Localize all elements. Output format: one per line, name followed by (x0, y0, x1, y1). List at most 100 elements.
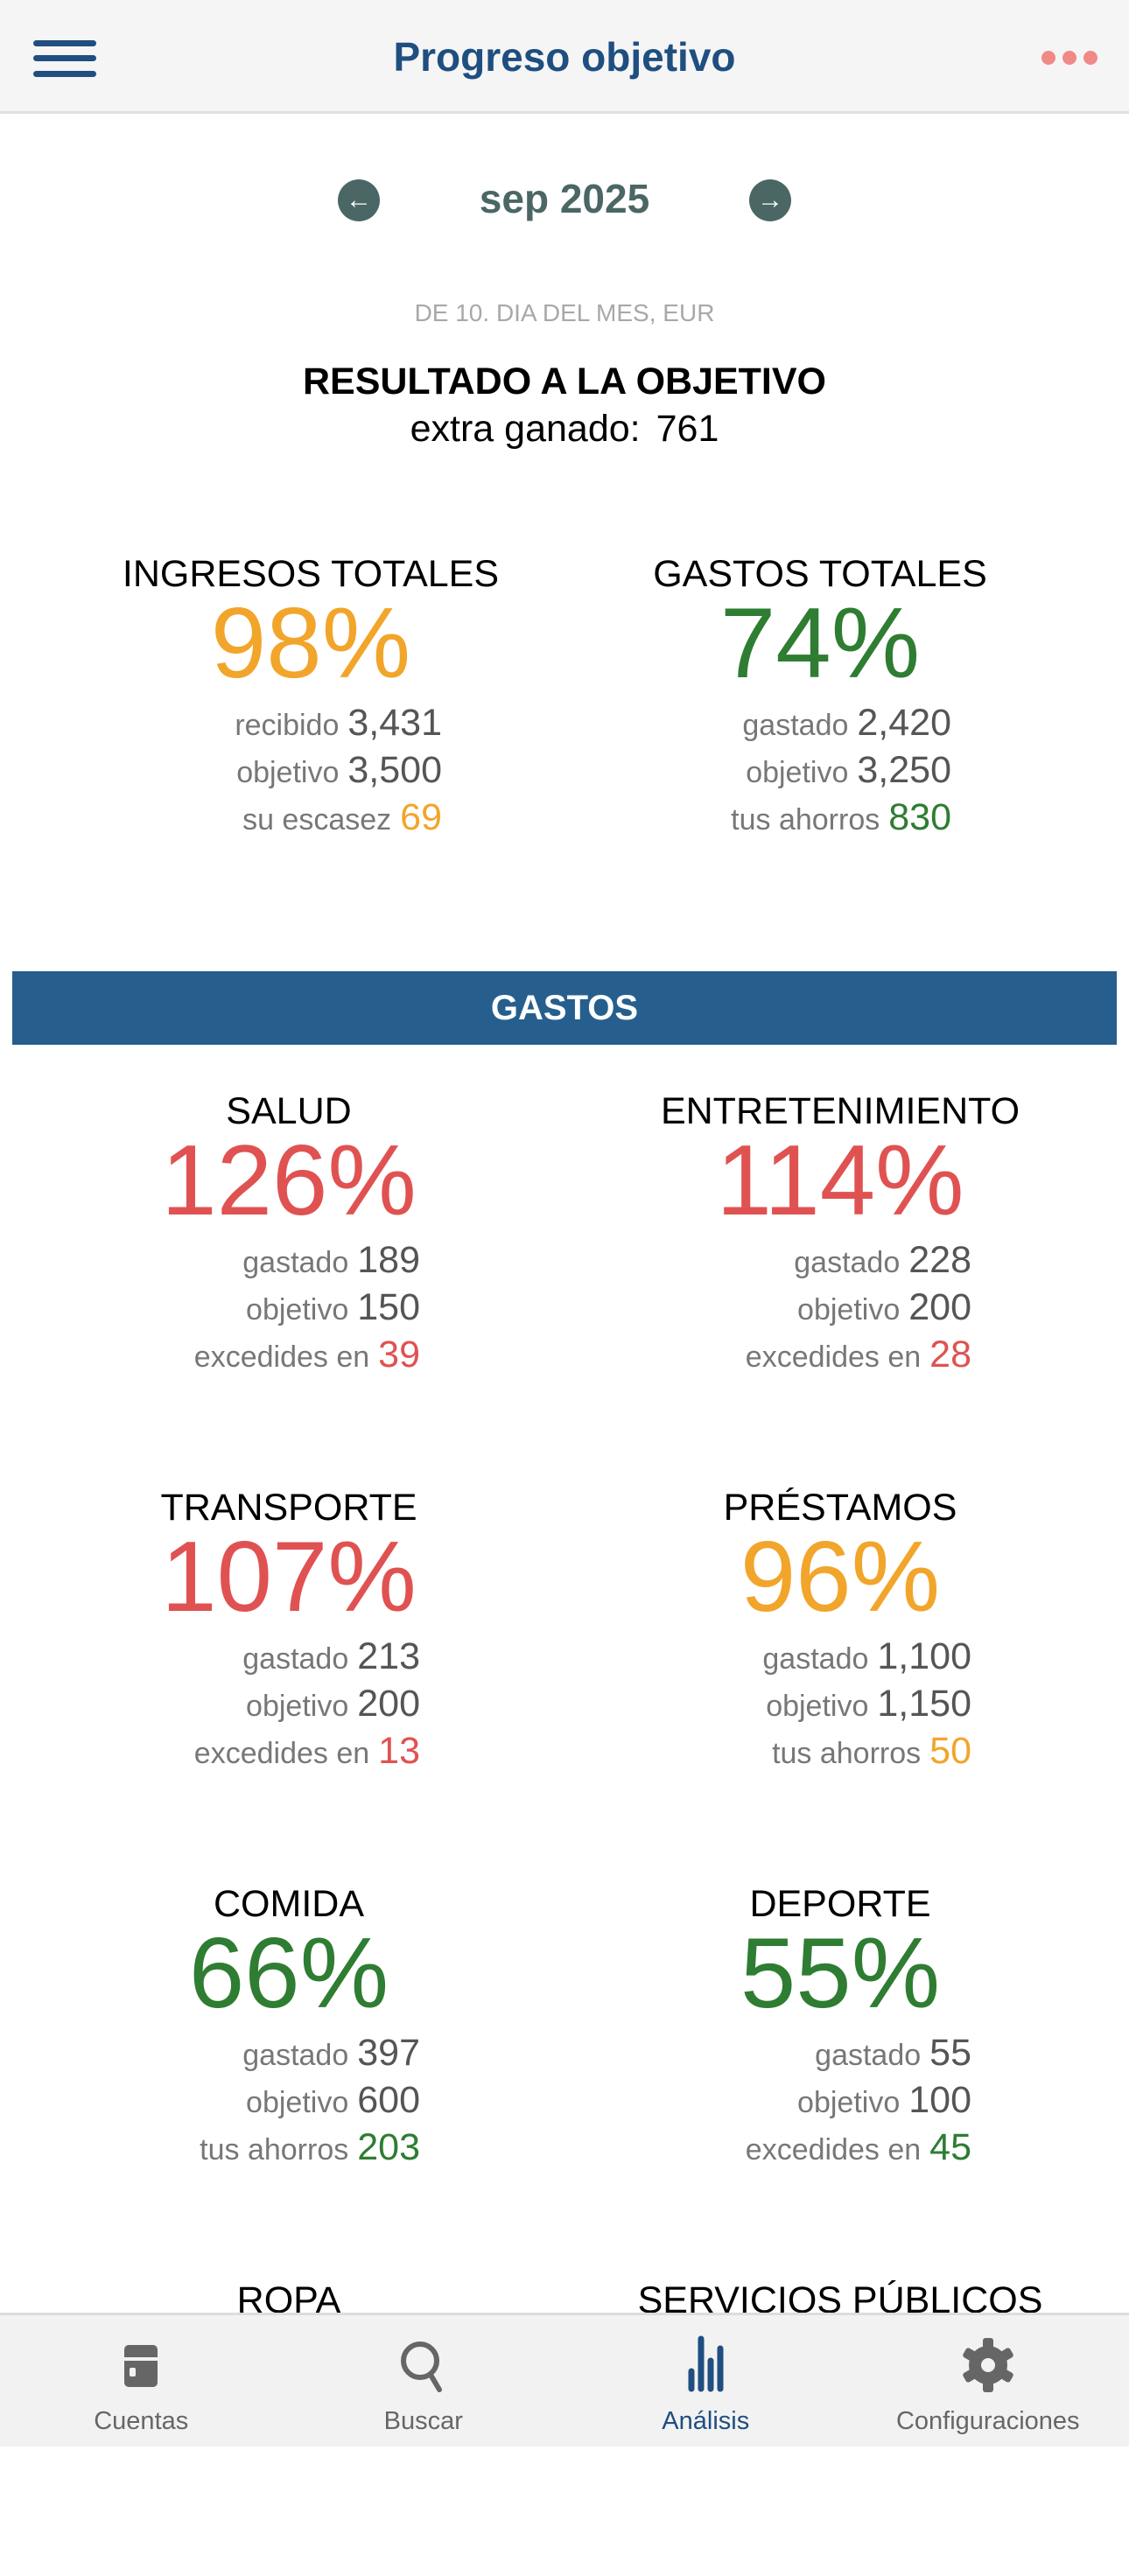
next-month-button[interactable]: → (749, 179, 791, 221)
card-percent: 107% (26, 1521, 551, 1634)
card-icon (110, 2334, 172, 2396)
card-percent: 114% (578, 1124, 1103, 1238)
detail-label: gastado (742, 709, 848, 742)
tab-bar: Cuentas Buscar Análisis Configuraciones (0, 2313, 1129, 2446)
detail-label: objetivo (797, 1293, 900, 1326)
detail-value: 69 (400, 796, 442, 838)
detail-label: excedides en (746, 1340, 921, 1374)
detail-value: 55 (929, 2032, 971, 2074)
card-detail-line: objetivo 3,250 (557, 748, 951, 794)
detail-value: 3,431 (347, 702, 442, 744)
detail-label: objetivo (246, 1293, 348, 1326)
top-bar: Progreso objetivo (0, 0, 1129, 114)
card-detail-line: objetivo 150 (26, 1285, 420, 1332)
detail-value: 830 (888, 796, 951, 838)
card-detail-line: objetivo 1,150 (578, 1682, 971, 1728)
detail-label: excedides en (194, 1737, 369, 1770)
more-options-icon[interactable] (1041, 51, 1097, 65)
tab-label: Configuraciones (847, 2407, 1129, 2436)
detail-label: recibido (235, 709, 339, 742)
card-detail-line: gastado 2,420 (557, 701, 951, 747)
card-percent: 74% (557, 587, 1083, 701)
card-percent: 66% (26, 1917, 551, 2031)
tab-analisis[interactable]: Análisis (564, 2315, 847, 2446)
tab-label: Buscar (283, 2407, 565, 2436)
result-summary: extra ganado:761 (0, 408, 1129, 451)
detail-value: 200 (908, 1286, 971, 1328)
section-header-gastos: GASTOS (12, 971, 1117, 1045)
detail-label: tus ahorros (731, 803, 880, 836)
detail-value: 2,420 (857, 702, 951, 744)
card-percent: 98% (48, 587, 573, 701)
result-heading: RESULTADO A LA OBJETIVO (0, 360, 1129, 403)
gear-icon (957, 2334, 1019, 2396)
detail-value: 203 (357, 2126, 420, 2168)
card-detail-line: gastado 213 (26, 1634, 420, 1681)
period-subtitle: DE 10. DIA DEL MES, EUR (0, 299, 1129, 327)
detail-label: objetivo (797, 2086, 900, 2119)
detail-value: 228 (908, 1239, 971, 1281)
card-detail-line: excedides en 13 (26, 1729, 420, 1775)
detail-value: 39 (378, 1334, 420, 1376)
result-value: 761 (656, 408, 719, 450)
detail-value: 150 (357, 1286, 420, 1328)
card-detail-line: excedides en 39 (26, 1333, 420, 1379)
detail-label: tus ahorros (772, 1737, 921, 1770)
detail-value: 1,100 (877, 1635, 971, 1677)
detail-value: 3,500 (347, 749, 442, 791)
detail-label: objetivo (236, 756, 339, 789)
detail-label: excedides en (194, 1340, 369, 1374)
detail-value: 600 (357, 2079, 420, 2121)
detail-label: gastado (794, 1246, 900, 1279)
card-detail-line: objetivo 200 (26, 1682, 420, 1728)
tab-cuentas[interactable]: Cuentas (0, 2315, 283, 2446)
tab-label: Cuentas (0, 2407, 283, 2436)
detail-label: objetivo (766, 1690, 868, 1723)
detail-value: 100 (908, 2079, 971, 2121)
detail-label: gastado (815, 2039, 921, 2072)
bar-chart-icon (675, 2334, 736, 2396)
detail-value: 1,150 (877, 1683, 971, 1725)
detail-value: 200 (357, 1683, 420, 1725)
month-label: sep 2025 (0, 175, 1129, 222)
tab-label: Análisis (564, 2407, 847, 2436)
search-icon (393, 2334, 454, 2396)
detail-label: objetivo (246, 1690, 348, 1723)
detail-value: 213 (357, 1635, 420, 1677)
detail-value: 45 (929, 2126, 971, 2168)
detail-value: 3,250 (857, 749, 951, 791)
detail-label: gastado (242, 1642, 348, 1676)
tab-buscar[interactable]: Buscar (283, 2315, 565, 2446)
tab-configuraciones[interactable]: Configuraciones (847, 2315, 1129, 2446)
detail-label: gastado (242, 1246, 348, 1279)
detail-value: 13 (378, 1730, 420, 1772)
detail-label: objetivo (746, 756, 848, 789)
detail-value: 50 (929, 1730, 971, 1772)
card-percent: 96% (578, 1521, 1103, 1634)
card-percent: 126% (26, 1124, 551, 1238)
card-percent: 55% (578, 1917, 1103, 2031)
